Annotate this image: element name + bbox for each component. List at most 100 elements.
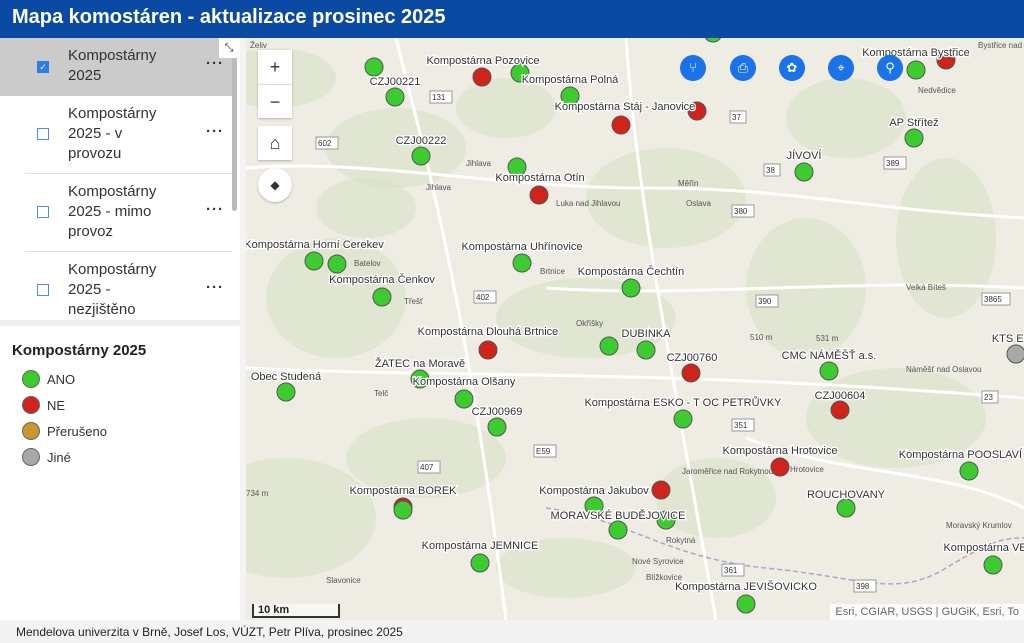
compost-point-ano[interactable] (599, 336, 619, 356)
forest-area (586, 148, 746, 248)
compost-point-ne[interactable] (687, 101, 707, 121)
forest-area (316, 178, 416, 238)
compost-point-ano[interactable] (487, 417, 507, 437)
compost-point-ne[interactable] (529, 185, 549, 205)
road-shield (729, 110, 747, 124)
layer-checkbox[interactable] (37, 206, 49, 218)
compost-point-ano[interactable] (621, 278, 641, 298)
scrollbar[interactable] (232, 46, 237, 211)
legend-label: ANO (47, 372, 76, 387)
road-number: 131 (432, 93, 446, 102)
layer-checkbox[interactable]: ✓ (37, 61, 49, 73)
compost-point-ano[interactable] (636, 340, 656, 360)
compost-point-ano[interactable] (656, 510, 676, 530)
compost-point-ano[interactable] (584, 496, 604, 516)
place-label: Náměšť nad Oslavou (906, 365, 981, 374)
legend-label: Přerušeno (47, 424, 107, 439)
zoom-out-button[interactable]: − (258, 84, 292, 118)
compost-point-ano[interactable] (327, 254, 347, 274)
compost-point-ano[interactable] (983, 555, 1003, 575)
map-view[interactable]: Želiv Jihlava Měřín Luka nad Jihlavou Batelo… (246, 38, 1024, 620)
road-number: 402 (476, 293, 490, 302)
attribution[interactable]: Esri, CGIAR, USGS | GUGiK, Esri, To (830, 604, 1024, 620)
share-icon[interactable]: ⑂ (680, 55, 706, 81)
layer-options-button[interactable]: ··· (206, 123, 224, 140)
compost-point-ne[interactable] (770, 457, 790, 477)
zoom-in-button[interactable]: + (258, 50, 292, 84)
layer-item-kompostarny-2025[interactable]: ✓ Kompostárny 2025 ··· (0, 38, 232, 96)
place-label: Jihlava (426, 183, 451, 192)
forest-area (896, 158, 996, 318)
layer-checkbox[interactable] (37, 284, 49, 296)
compost-point-ano[interactable] (959, 461, 979, 481)
compost-point-ano[interactable] (673, 409, 693, 429)
compost-point-ne[interactable] (681, 363, 701, 383)
compost-point-ne[interactable] (611, 115, 631, 135)
compost-point-ano[interactable] (393, 500, 413, 520)
compost-point-ano[interactable] (736, 594, 756, 614)
footer-credits: Mendelova univerzita v Brně, Josef Los, … (0, 620, 1024, 643)
forest-area (496, 538, 636, 598)
layer-options-button[interactable]: ··· (206, 55, 224, 72)
compost-point-ano[interactable] (411, 146, 431, 166)
layer-checkbox[interactable] (37, 128, 49, 140)
compost-point-ano[interactable] (904, 128, 924, 148)
compass-button[interactable]: ◆ (258, 168, 292, 202)
layer-label: Kompostárny 2025 - mimo provoz (68, 183, 157, 240)
layer-item-v-provozu[interactable]: Kompostárny 2025 - v provozu ··· (0, 96, 232, 174)
compost-point-ne[interactable] (936, 50, 956, 70)
compost-point-ne[interactable] (830, 400, 850, 420)
compost-point-jiné[interactable] (1006, 344, 1024, 364)
point-label: CMC NÁMĚŠŤ a.s. (782, 349, 877, 362)
point-label: CZJ00969 (472, 406, 523, 418)
compost-point-ano[interactable] (276, 382, 296, 402)
road (745, 436, 1024, 510)
compost-point-ano[interactable] (906, 60, 926, 80)
compost-point-ano[interactable] (704, 38, 722, 43)
road (246, 366, 1024, 400)
compost-point-ano[interactable] (794, 162, 814, 182)
road-number: 380 (734, 207, 748, 216)
locate-icon[interactable]: ⌖ (828, 55, 854, 81)
layer-options-button[interactable]: ··· (206, 201, 224, 218)
road-number: 602 (318, 139, 332, 148)
home-button[interactable]: ⌂ (258, 126, 292, 160)
layer-options-button[interactable]: ··· (206, 279, 224, 296)
compost-point-ano[interactable] (304, 251, 324, 271)
point-label: CZJ00760 (667, 352, 718, 364)
point-label: Kompostárna Otín (495, 172, 584, 184)
point-label: Kompostárna Olšany (413, 376, 516, 388)
compost-point-ne[interactable] (651, 480, 671, 500)
layer-item-mimo-provoz[interactable]: Kompostárny 2025 - mimo provoz ··· (0, 174, 232, 252)
legend-symbol (22, 422, 40, 440)
compost-point-ano[interactable] (836, 498, 856, 518)
expand-icon[interactable]: ⤡ (219, 38, 239, 58)
compost-point-ano[interactable] (470, 553, 490, 573)
layer-item-nezjisteno[interactable]: Kompostárny 2025 - nezjištěno ··· (0, 252, 232, 320)
compost-point-ne[interactable] (478, 340, 498, 360)
compost-point-ano[interactable] (507, 157, 527, 177)
place-label: Nové Syrovice (632, 557, 684, 566)
road-shield (981, 390, 999, 404)
point-label: DUBINKA (622, 328, 672, 340)
compost-point-ano[interactable] (454, 389, 474, 409)
search-icon[interactable]: ⚲ (877, 55, 903, 81)
place-label: 510 m (750, 333, 773, 342)
basemap: Želiv Jihlava Měřín Luka nad Jihlavou Batelo… (246, 38, 1024, 620)
compost-point-ano[interactable] (510, 63, 530, 83)
compost-point-ano[interactable] (608, 520, 628, 540)
compost-point-ano[interactable] (385, 87, 405, 107)
basemap-gallery-icon[interactable]: ✿ (779, 55, 805, 81)
point-label: ŽATEC na Moravě (375, 357, 465, 370)
point-label: JÍVOVÍ (787, 149, 823, 162)
compost-point-ano[interactable] (560, 86, 580, 106)
place-label: Nedvědice (918, 86, 956, 95)
compost-point-ano[interactable] (372, 287, 392, 307)
compost-point-ne[interactable] (472, 67, 492, 87)
compost-point-ano[interactable] (512, 253, 532, 273)
print-icon[interactable]: ⎙ (730, 55, 756, 81)
compost-point-ano[interactable] (819, 361, 839, 381)
point-label: KTS EKoI (992, 333, 1024, 345)
compost-point-ano[interactable] (364, 57, 384, 77)
compost-point-ano[interactable] (410, 369, 430, 389)
